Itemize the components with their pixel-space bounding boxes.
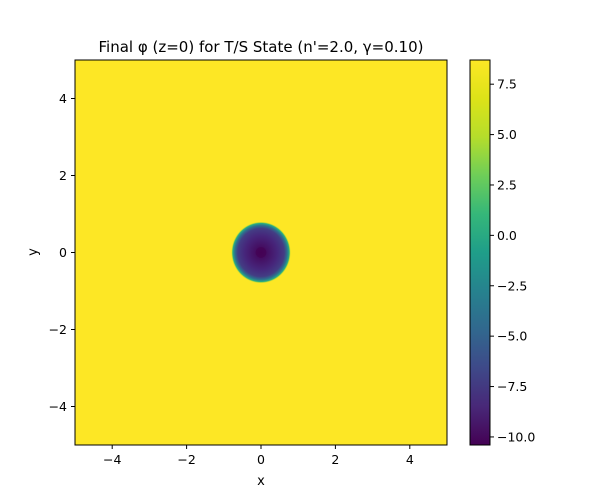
colorbar-tick-label: 7.5 xyxy=(497,77,517,92)
colorbar-tick-label: −2.5 xyxy=(497,278,527,293)
y-axis-label: y xyxy=(26,248,41,256)
colorbar-tick-label: 5.0 xyxy=(497,127,517,142)
x-tick-label: 2 xyxy=(331,452,339,467)
x-tick-label: −4 xyxy=(103,452,121,467)
colorbar-ticks: −10.0 −7.5 −5.0 −2.5 0.0 2.5 5.0 7.5 xyxy=(490,77,535,444)
colorbar xyxy=(469,59,491,446)
colorbar-tick-label: 2.5 xyxy=(497,177,517,192)
heatmap-center-dip xyxy=(255,247,267,258)
colorbar-tick-label: −7.5 xyxy=(497,379,527,394)
colorbar-tick-label: 0.0 xyxy=(497,228,517,243)
x-tick-label: 4 xyxy=(406,452,414,467)
y-tick-label: −4 xyxy=(49,399,67,414)
heatmap-plot-area xyxy=(75,60,447,445)
y-axis-ticks: −4 −2 0 2 4 xyxy=(49,91,75,414)
x-tick-label: 0 xyxy=(257,452,265,467)
y-tick-label: 0 xyxy=(59,245,67,260)
x-axis-ticks: −4 −2 0 2 4 xyxy=(103,445,414,467)
y-tick-label: 2 xyxy=(59,168,67,183)
chart-title: Final φ (z=0) for T/S State (n'=2.0, γ=0… xyxy=(99,38,424,56)
y-tick-label: −2 xyxy=(49,322,67,337)
x-axis-label: x xyxy=(257,474,265,489)
x-tick-label: −2 xyxy=(177,452,195,467)
y-tick-label: 4 xyxy=(59,91,67,106)
colorbar-tick-label: −10.0 xyxy=(497,429,535,444)
colorbar-tick-label: −5.0 xyxy=(497,329,527,344)
